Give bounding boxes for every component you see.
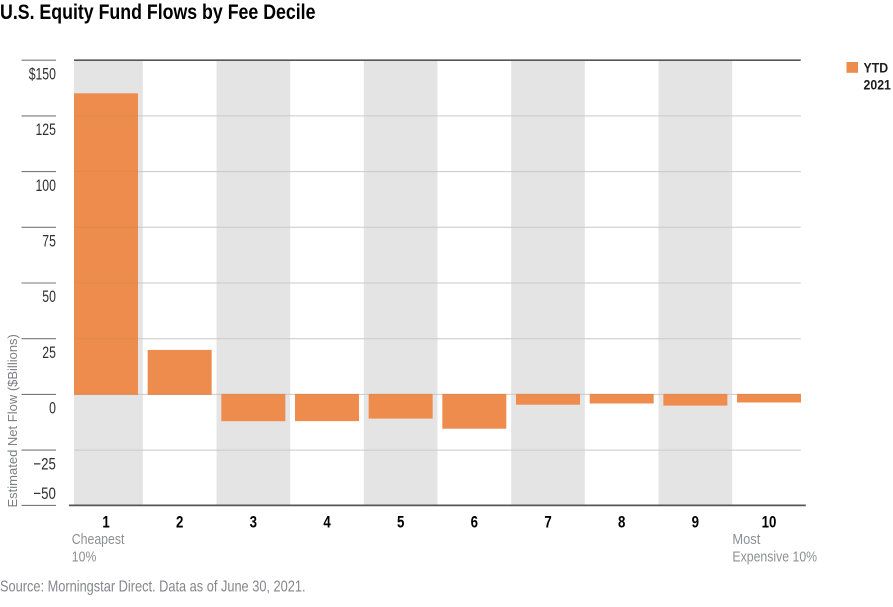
- svg-text:25: 25: [42, 344, 56, 362]
- svg-text:10: 10: [762, 513, 777, 532]
- svg-text:Estimated Net Flow ($Billions): Estimated Net Flow ($Billions): [5, 334, 20, 507]
- svg-text:50: 50: [42, 288, 56, 306]
- svg-text:5: 5: [397, 513, 405, 532]
- svg-text:125: 125: [35, 121, 55, 139]
- svg-text:−25: −25: [33, 455, 55, 474]
- svg-text:4: 4: [323, 513, 331, 532]
- svg-text:0: 0: [49, 400, 56, 418]
- svg-text:3: 3: [250, 513, 257, 532]
- svg-text:2: 2: [176, 513, 183, 532]
- svg-text:75: 75: [42, 233, 56, 251]
- svg-text:−50: −50: [33, 485, 55, 504]
- svg-text:Source: Morningstar Direct. Da: Source: Morningstar Direct. Data as of J…: [0, 578, 306, 596]
- svg-text:6: 6: [471, 513, 478, 532]
- svg-text:9: 9: [692, 513, 699, 532]
- svg-text:Cheapest: Cheapest: [72, 531, 125, 547]
- svg-text:100: 100: [35, 177, 55, 195]
- svg-text:8: 8: [618, 513, 625, 532]
- svg-text:7: 7: [544, 513, 551, 532]
- svg-text:Expensive 10%: Expensive 10%: [732, 548, 817, 564]
- svg-text:YTD: YTD: [864, 60, 889, 76]
- svg-text:Most: Most: [732, 530, 760, 547]
- svg-text:10%: 10%: [72, 548, 97, 564]
- svg-text:1: 1: [102, 513, 110, 532]
- svg-text:2021: 2021: [864, 77, 891, 93]
- svg-text:$150: $150: [29, 66, 56, 84]
- svg-text:U.S. Equity Fund Flows by Fee: U.S. Equity Fund Flows by Fee Decile: [0, 0, 316, 24]
